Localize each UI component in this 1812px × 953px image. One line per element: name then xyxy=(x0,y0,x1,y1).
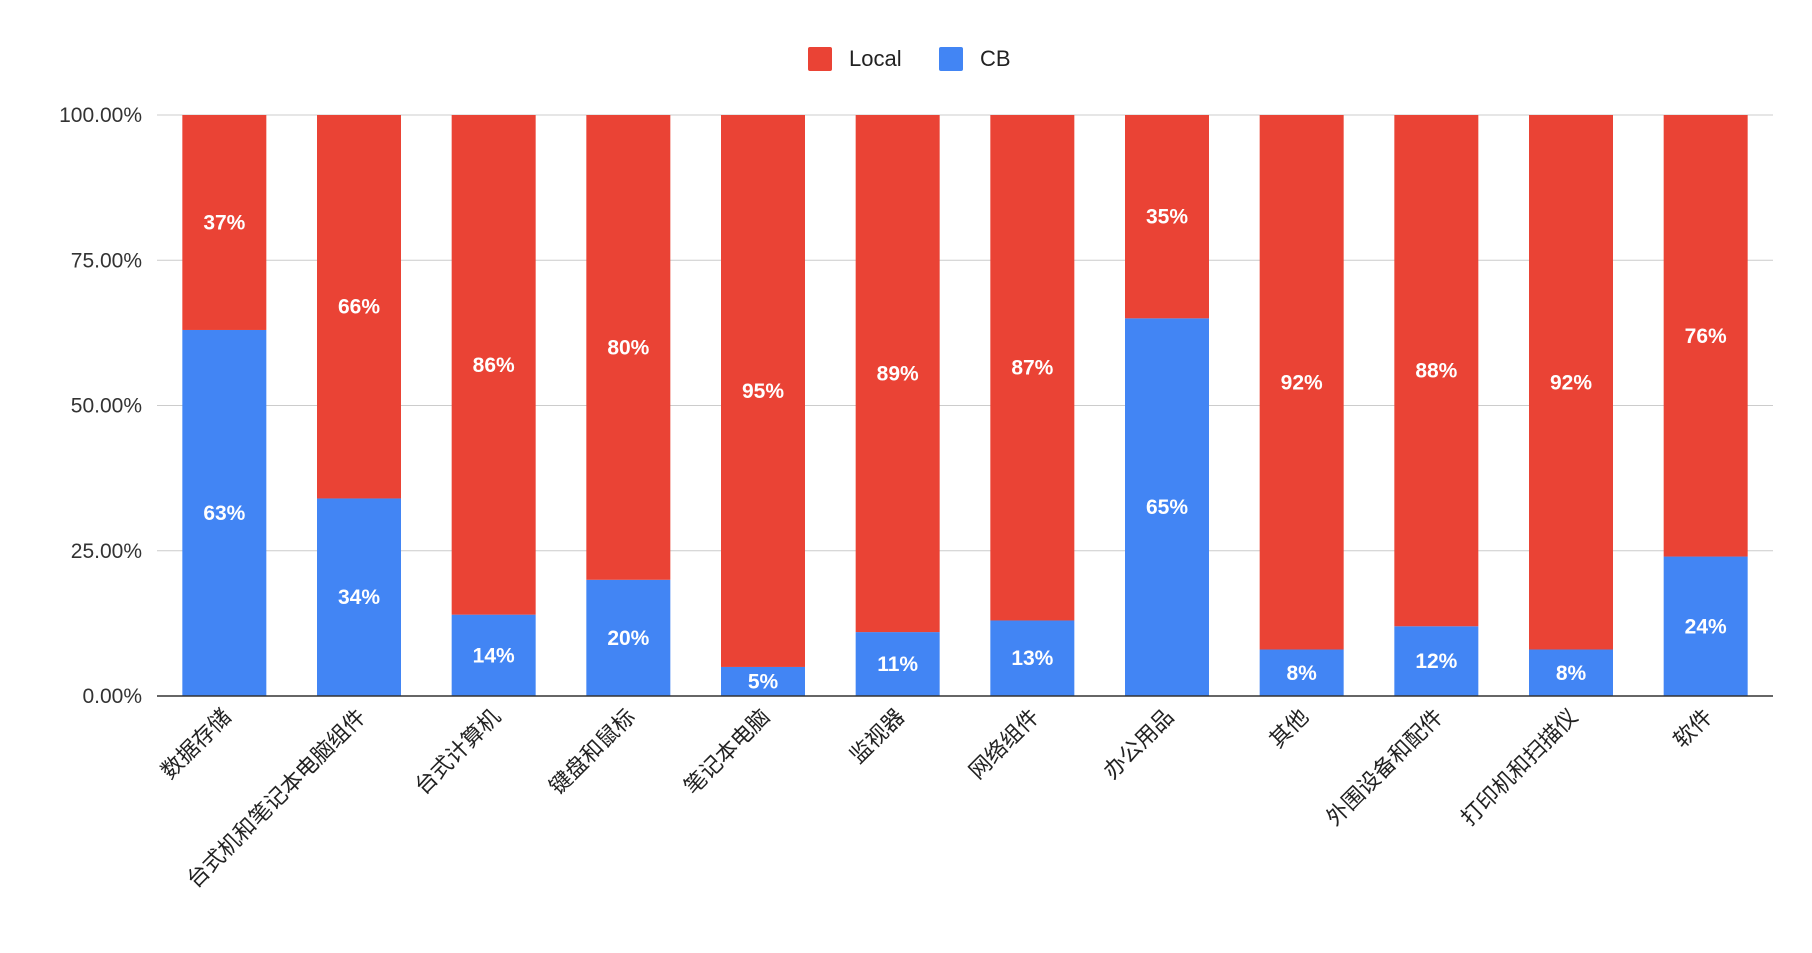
data-label-cb: 12% xyxy=(1415,650,1457,673)
data-label-local: 76% xyxy=(1685,325,1727,348)
y-tick-label: 0.00% xyxy=(82,685,142,708)
data-label-local: 95% xyxy=(742,380,784,403)
legend-item-local[interactable]: Local xyxy=(808,46,902,71)
bar-cb[interactable] xyxy=(586,579,671,696)
data-label-cb: 63% xyxy=(203,502,245,525)
legend-item-cb[interactable]: CB xyxy=(939,46,1011,71)
data-label-local: 80% xyxy=(607,336,649,359)
x-category-label: 键盘和鼠标 xyxy=(544,704,639,799)
bar-local[interactable] xyxy=(1125,115,1209,319)
bar-cb[interactable] xyxy=(317,498,401,696)
legend-label: CB xyxy=(980,46,1011,71)
data-label-local: 92% xyxy=(1550,371,1592,394)
bar-cb[interactable] xyxy=(1259,649,1344,696)
legend[interactable]: Local CB xyxy=(808,46,1011,71)
x-category-label: 监视器 xyxy=(845,704,909,768)
bar-cb[interactable] xyxy=(451,614,536,696)
data-label-local: 37% xyxy=(203,211,245,234)
bar-cb[interactable] xyxy=(1663,556,1748,696)
data-label-local: 86% xyxy=(473,354,515,377)
data-label-local: 88% xyxy=(1415,360,1457,383)
bar-cb[interactable] xyxy=(1125,318,1209,696)
legend-swatch xyxy=(808,47,832,71)
x-category-label: 软件 xyxy=(1668,704,1717,753)
data-label-cb: 20% xyxy=(607,627,649,650)
data-label-cb: 5% xyxy=(748,670,779,693)
bar-cb[interactable] xyxy=(855,632,940,696)
bar-cb[interactable] xyxy=(721,666,805,696)
x-category-label: 网络组件 xyxy=(964,704,1044,784)
y-tick-label: 75.00% xyxy=(71,249,142,272)
y-tick-label: 25.00% xyxy=(71,540,142,563)
data-label-cb: 13% xyxy=(1011,647,1053,670)
data-label-local: 35% xyxy=(1146,206,1188,229)
y-tick-label: 50.00% xyxy=(71,395,142,418)
bar-local[interactable] xyxy=(1394,115,1479,627)
x-category-label: 外围设备和配件 xyxy=(1321,704,1448,831)
x-category-label: 数据存储 xyxy=(156,704,236,784)
data-label-local: 66% xyxy=(338,296,380,319)
bar-cb[interactable] xyxy=(1394,626,1479,696)
legend-swatch xyxy=(939,47,963,71)
bar-local[interactable] xyxy=(451,115,536,615)
bar-cb[interactable] xyxy=(182,329,267,696)
bar-local[interactable] xyxy=(1663,115,1748,557)
x-category-label: 台式计算机 xyxy=(410,704,505,799)
legend-label: Local xyxy=(849,46,902,71)
data-label-cb: 14% xyxy=(473,644,515,667)
bar-cb[interactable] xyxy=(990,620,1075,696)
data-label-cb: 8% xyxy=(1556,662,1587,685)
x-category-label: 办公用品 xyxy=(1099,704,1179,784)
data-label-local: 89% xyxy=(877,363,919,386)
bar-local[interactable] xyxy=(990,115,1075,621)
data-label-local: 87% xyxy=(1011,357,1053,380)
data-label-cb: 65% xyxy=(1146,496,1188,519)
y-tick-label: 100.00% xyxy=(59,104,142,127)
data-label-cb: 8% xyxy=(1286,662,1317,685)
data-label-local: 92% xyxy=(1281,371,1323,394)
grid-layer xyxy=(157,114,1773,552)
bars-layer xyxy=(182,115,1748,696)
bar-local[interactable] xyxy=(721,115,805,667)
bar-local[interactable] xyxy=(317,115,401,499)
data-label-cb: 24% xyxy=(1685,615,1727,638)
data-labels-layer: 63% 37% 34% 66% 14% 86% 20% 80% 5% 95% 11% 89% 13% 87… xyxy=(203,206,1727,694)
x-category-label: 笔记本电脑 xyxy=(679,704,774,799)
x-category-label: 其他 xyxy=(1264,704,1313,753)
bar-local[interactable] xyxy=(855,115,940,633)
data-label-cb: 11% xyxy=(877,653,918,676)
bar-local[interactable] xyxy=(182,115,267,330)
data-label-cb: 34% xyxy=(338,586,380,609)
bar-cb[interactable] xyxy=(1529,649,1613,696)
bar-local[interactable] xyxy=(586,115,671,580)
bar-local[interactable] xyxy=(1529,115,1613,650)
bar-local[interactable] xyxy=(1259,115,1344,650)
x-category-label: 打印机和扫描仪 xyxy=(1456,704,1583,831)
